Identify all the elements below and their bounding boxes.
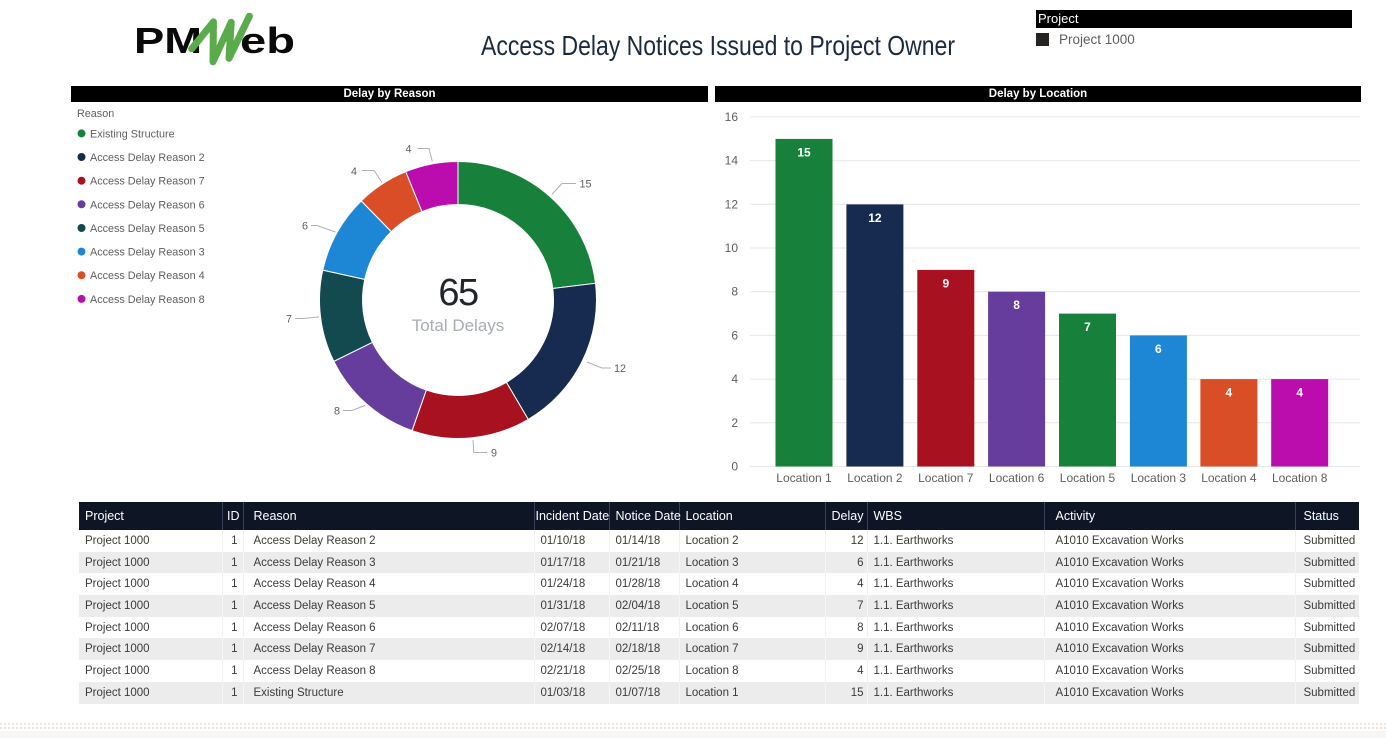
svg-text:Location 1: Location 1	[776, 471, 832, 485]
svg-text:6: 6	[731, 328, 738, 342]
svg-text:Location 4: Location 4	[1201, 471, 1257, 485]
svg-text:10: 10	[725, 241, 739, 255]
svg-text:12: 12	[725, 197, 739, 211]
svg-text:16: 16	[725, 110, 739, 124]
svg-text:Location 7: Location 7	[918, 471, 974, 485]
svg-text:Location 5: Location 5	[1060, 471, 1116, 485]
svg-text:Access Delay Reason 7: Access Delay Reason 7	[90, 176, 205, 188]
svg-text:15: 15	[580, 179, 592, 191]
svg-text:Location 2: Location 2	[847, 471, 903, 485]
svg-text:Access Delay Reason 8: Access Delay Reason 8	[90, 294, 205, 306]
svg-text:7: 7	[286, 314, 292, 326]
svg-text:9: 9	[942, 276, 949, 290]
svg-text:4: 4	[405, 144, 411, 156]
svg-text:8: 8	[334, 406, 340, 418]
svg-text:7: 7	[1084, 320, 1091, 334]
svg-text:65: 65	[438, 272, 478, 314]
svg-text:eb: eb	[240, 20, 295, 61]
svg-text:PM: PM	[134, 20, 202, 61]
svg-text:Existing Structure: Existing Structure	[90, 128, 175, 140]
svg-text:2: 2	[731, 416, 738, 430]
svg-text:Location 3: Location 3	[1131, 471, 1187, 485]
svg-text:0: 0	[731, 460, 738, 474]
svg-text:8: 8	[1013, 298, 1020, 312]
svg-text:Access Delay Reason 5: Access Delay Reason 5	[90, 223, 205, 235]
svg-text:6: 6	[302, 221, 308, 233]
svg-text:Location 8: Location 8	[1272, 471, 1328, 485]
svg-text:4: 4	[731, 372, 738, 386]
svg-text:Access Delay Reason 3: Access Delay Reason 3	[90, 247, 205, 259]
svg-text:Access Delay Reason 2: Access Delay Reason 2	[90, 152, 205, 164]
svg-text:Total Delays: Total Delays	[412, 316, 505, 335]
svg-text:4: 4	[1296, 386, 1303, 400]
svg-text:14: 14	[725, 154, 739, 168]
svg-text:Location 6: Location 6	[989, 471, 1045, 485]
svg-text:12: 12	[868, 211, 882, 225]
svg-text:6: 6	[1155, 342, 1162, 356]
svg-text:9: 9	[491, 448, 497, 460]
svg-text:Access Delay Reason 4: Access Delay Reason 4	[90, 270, 205, 282]
svg-text:4: 4	[1226, 386, 1233, 400]
svg-text:8: 8	[731, 285, 738, 299]
svg-text:15: 15	[797, 145, 811, 159]
svg-text:Access Delay Reason 6: Access Delay Reason 6	[90, 199, 205, 211]
svg-text:12: 12	[614, 363, 626, 375]
svg-text:4: 4	[351, 166, 357, 178]
